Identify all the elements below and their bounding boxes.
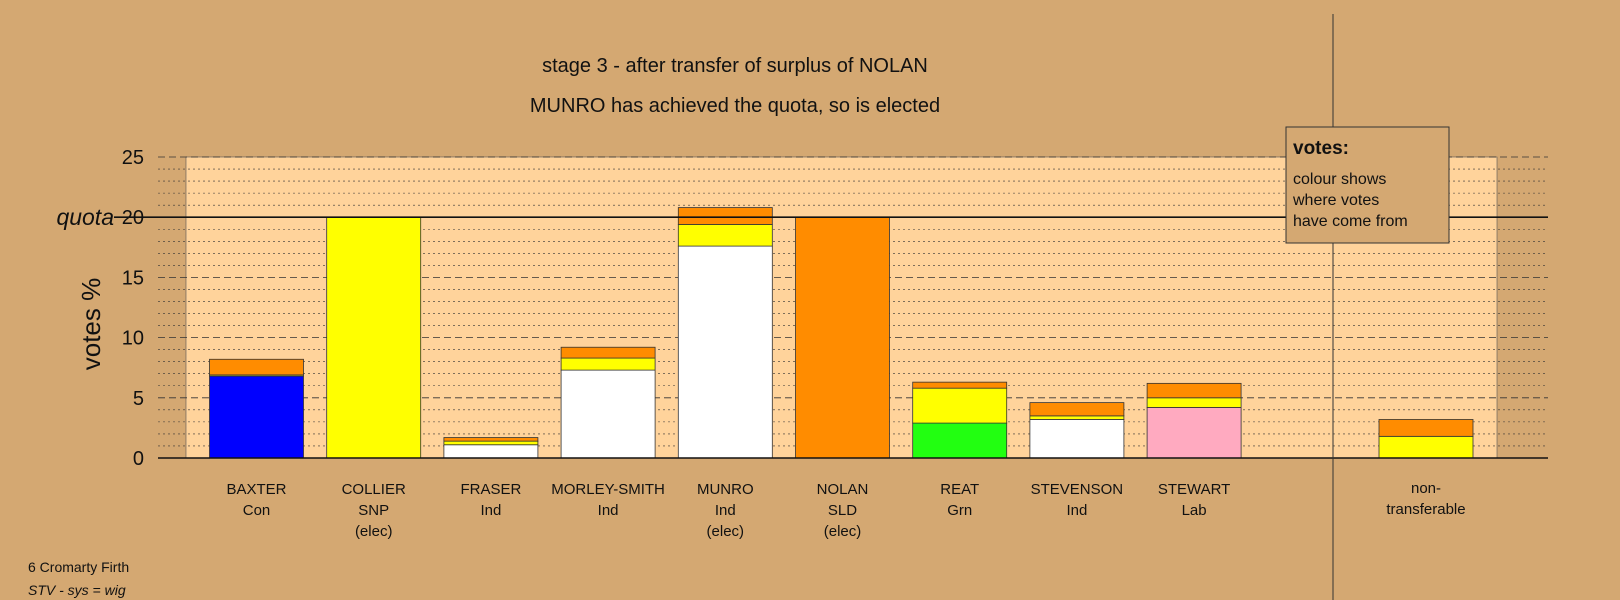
y-tick-label: 10 [122,328,144,350]
bar-nontransferable-segment-sld [1378,419,1474,437]
y-tick-label: 15 [122,267,144,289]
legend-line-1: colour shows [1293,171,1386,188]
bar-morley-smith-segment-snp [560,357,656,371]
candidate-party-label: Con [243,502,271,519]
candidate-party-label: Ind [1066,502,1087,519]
candidate-party-label: SLD [828,502,857,519]
candidate-elected-label: (elec) [707,523,745,540]
nontransferable-label-line2: transferable [1386,501,1465,518]
bar-fraser-segment-sld [443,437,539,442]
candidate-party-label: Ind [598,502,619,519]
bar-fraser-segment-snp [443,440,539,446]
candidate-name-label: MUNRO [697,481,754,498]
legend-line-2: where votes [1292,192,1379,209]
legend-box [1285,126,1450,244]
candidate-party-label: SNP [358,502,389,519]
candidate-name-label: NOLAN [817,481,869,498]
chart-subtitle: MUNRO has achieved the quota, so is elec… [530,95,940,117]
bar-stevenson-segment-snp [1029,415,1125,420]
bar-morley-smith-segment-sld [560,346,656,359]
bar-munro-segment-sld [677,207,773,225]
axes-group: 0 5 10 15 20 25 [114,14,1548,600]
quota-label: quota [56,204,114,230]
candidate-party-label: Ind [715,502,736,519]
bar-stewart-segment-snp [1146,397,1242,408]
candidate-name-label: MORLEY-SMITH [551,481,665,498]
bar-stevenson-segment-sld [1029,402,1125,417]
bar-baxter-segment-con [209,375,304,459]
candidate-party-label: Ind [480,502,501,519]
legend: votes: colour shows where votes have com… [1285,126,1450,244]
nontransferable-label-line1: non- [1411,480,1441,497]
candidate-name-label: BAXTER [226,481,286,498]
footer-constituency: 6 Cromarty Firth [28,559,129,575]
bar-morley-smith-segment-ind [560,369,656,459]
bar-munro-segment-ind [677,245,773,459]
bar-stevenson-segment-ind [1029,419,1125,459]
y-tick-label: 0 [133,448,144,470]
bar-stewart-segment-lab [1146,407,1242,459]
candidate-name-label: REAT [940,481,979,498]
y-tick-label: 25 [122,147,144,169]
candidate-name-label: FRASER [460,481,521,498]
bar-nontransferable-segment-snp [1378,435,1474,459]
candidate-party-label: Grn [947,502,972,519]
bar-nolan-segment-sld [795,216,890,459]
bar-reat-segment-sld [912,381,1008,389]
footer-system: STV - sys = wig [28,582,126,598]
bar-collier-segment-snp [326,216,422,459]
chart-title: stage 3 - after transfer of surplus of N… [542,55,928,77]
y-tick-label: 20 [122,207,144,229]
y-axis-label: votes % [76,278,106,371]
bar-fraser-segment-ind [443,444,539,459]
candidate-elected-label: (elec) [824,523,862,540]
bar-stewart-segment-sld [1146,382,1242,399]
candidate-elected-label: (elec) [355,523,393,540]
bar-reat-segment-grn [912,422,1008,459]
y-tick-label: 5 [133,388,144,410]
candidate-name-label: STEVENSON [1031,481,1124,498]
candidate-name-label: COLLIER [342,481,406,498]
candidate-party-label: Lab [1182,502,1207,519]
bar-baxter-segment-sld [209,358,304,376]
candidate-name-label: STEWART [1158,481,1231,498]
bars-group: BAXTER Con COLLIER SNP (elec) FRASER Ind MORLEY… [209,207,1474,540]
legend-title: votes: [1293,138,1349,159]
bar-reat-segment-snp [912,387,1008,424]
bar-munro-segment-snp [677,224,773,247]
legend-line-3: have come from [1293,213,1408,230]
